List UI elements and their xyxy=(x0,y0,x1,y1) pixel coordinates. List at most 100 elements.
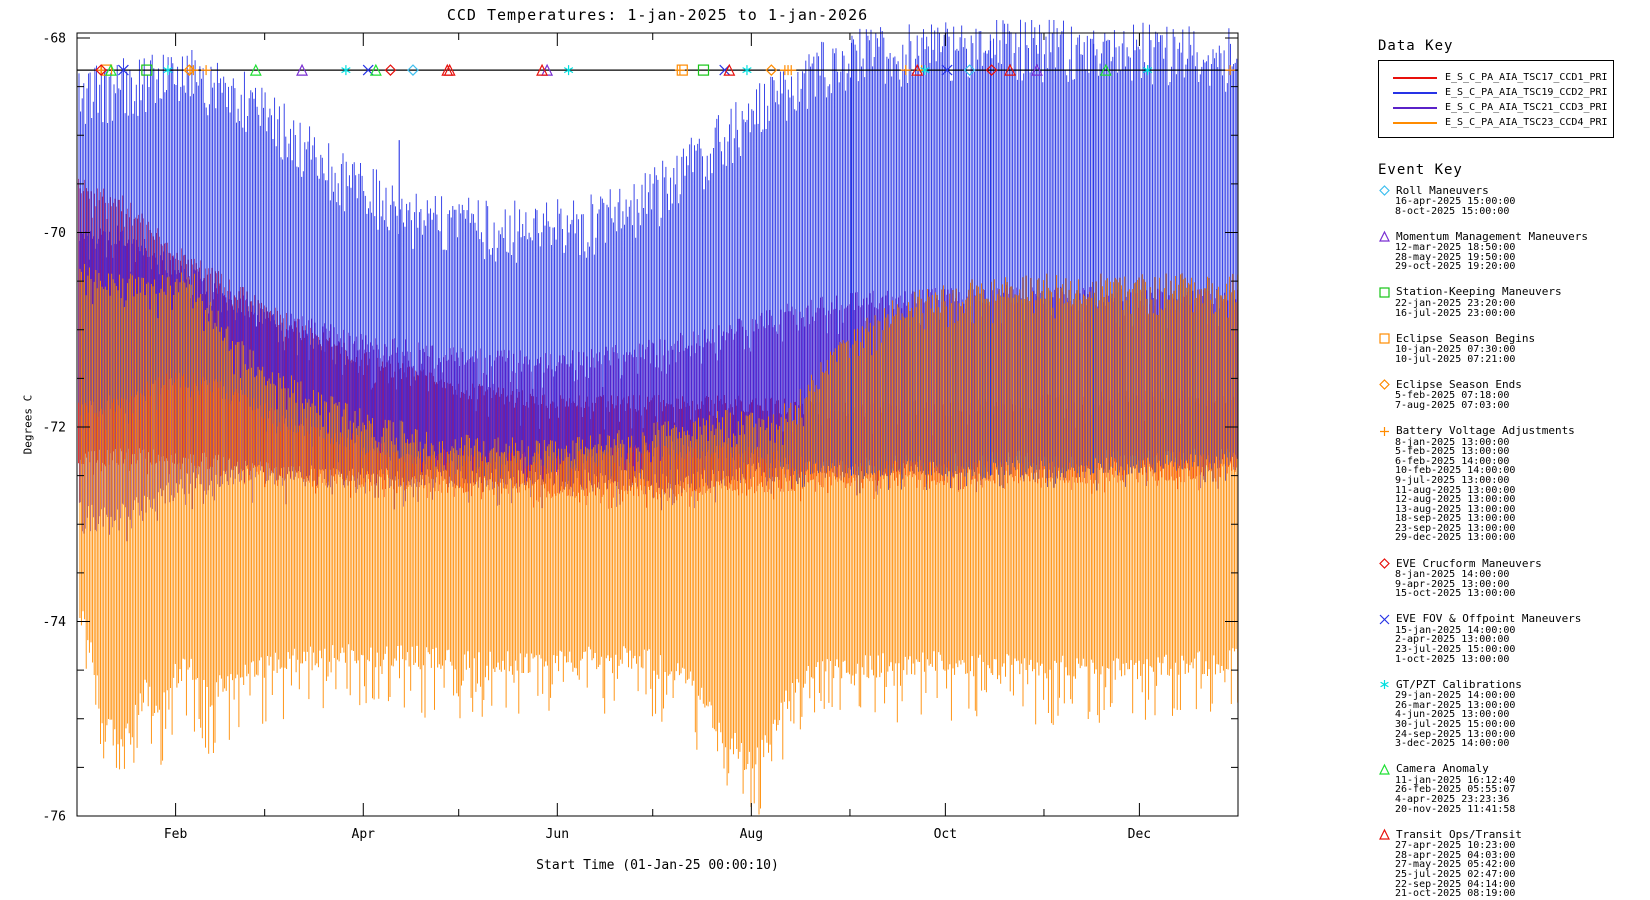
series-line-swatch xyxy=(1393,121,1437,124)
event-date: 22-sep-2025 04:14:00 xyxy=(1395,878,1516,890)
square-marker-icon xyxy=(697,64,710,76)
triangle-marker-icon xyxy=(1004,63,1017,76)
event-date: 11-aug-2025 13:00:00 xyxy=(1395,484,1516,496)
square-marker-icon xyxy=(141,64,153,76)
event-date: 1-oct-2025 13:00:00 xyxy=(1395,653,1510,665)
triangle-marker-icon xyxy=(1030,63,1043,76)
chart-title: CCD Temperatures: 1-jan-2025 to 1-jan-20… xyxy=(446,6,869,24)
square-icon xyxy=(1379,287,1390,298)
event-key-item: Eclipse Season Begins 10-jan-2025 07:30:0… xyxy=(1378,332,1644,364)
y-tick-label: -72 xyxy=(43,421,66,436)
event-name: EVE FOV & Offpoint Maneuvers xyxy=(1396,612,1582,626)
event-date: 26-mar-2025 13:00:00 xyxy=(1395,699,1516,711)
event-title-row: EVE FOV & Offpoint Maneuvers xyxy=(1378,613,1644,626)
x-icon xyxy=(1379,614,1390,625)
event-date: 4-apr-2025 23:23:36 xyxy=(1395,793,1510,805)
event-date: 15-jan-2025 14:00:00 xyxy=(1395,624,1516,636)
event-date: 29-oct-2025 19:20:00 xyxy=(1395,261,1516,273)
asterisk-marker-icon xyxy=(341,65,351,76)
x-tick-label: Feb xyxy=(164,827,188,842)
triangle-marker-icon xyxy=(1379,763,1390,775)
event-date: 16-jul-2025 23:00:00 xyxy=(1395,307,1516,319)
event-date: 2-apr-2025 13:00:00 xyxy=(1395,634,1510,646)
x-marker-icon xyxy=(1379,614,1390,625)
event-title-row: Camera Anomaly xyxy=(1378,763,1644,776)
event-date: 10-jul-2025 07:21:00 xyxy=(1395,353,1516,365)
event-name: Roll Maneuvers xyxy=(1396,183,1489,197)
event-key-heading: Event Key xyxy=(1378,162,1463,178)
event-date: 18-sep-2025 13:00:00 xyxy=(1395,513,1516,525)
event-date: 23-jul-2025 15:00:00 xyxy=(1395,644,1516,656)
event-date: 8-oct-2025 15:00:00 xyxy=(1395,205,1510,217)
triangle-marker-icon xyxy=(296,63,309,76)
event-key-item: Battery Voltage Adjustments 8-jan-2025 13… xyxy=(1378,425,1644,544)
x-tick-label: Oct xyxy=(934,827,957,842)
diamond-icon xyxy=(1379,185,1390,196)
event-date: 29-dec-2025 13:00:00 xyxy=(1395,532,1516,544)
asterisk-marker-icon xyxy=(1142,65,1153,76)
event-date: 27-apr-2025 10:23:00 xyxy=(1395,840,1516,852)
event-key-item: Momentum Management Maneuvers 12-mar-2025… xyxy=(1378,230,1644,272)
event-date: 22-jan-2025 23:20:00 xyxy=(1395,297,1516,309)
event-date: 4-jun-2025 13:00:00 xyxy=(1395,709,1510,721)
diamond-marker-icon xyxy=(384,64,397,76)
x-tick-label: Aug xyxy=(740,827,763,842)
asterisk-marker-icon xyxy=(1380,680,1389,690)
diamond-marker-icon xyxy=(1379,185,1390,196)
triangle-marker-icon xyxy=(723,63,736,76)
triangle-marker-icon xyxy=(911,63,924,76)
event-date: 30-jul-2025 15:00:00 xyxy=(1395,719,1516,730)
diamond-icon xyxy=(1379,558,1390,569)
event-date: 9-jul-2025 13:00:00 xyxy=(1395,474,1510,486)
series-label: E_S_C_PA_AIA_TSC17_CCD1_PRI xyxy=(1445,72,1608,83)
diamond-marker-icon xyxy=(183,64,196,76)
y-tick-label: -68 xyxy=(43,32,66,47)
event-date: 21-oct-2025 08:19:00 xyxy=(1395,888,1516,900)
plus-marker-icon xyxy=(1380,426,1389,436)
event-title-row: Station-Keeping Maneuvers xyxy=(1378,286,1644,299)
event-title-row: GT/PZT Calibrations xyxy=(1378,678,1644,691)
series-label: E_S_C_PA_AIA_TSC21_CCD3_PRI xyxy=(1445,102,1608,113)
event-title-row: EVE Crucform Maneuvers xyxy=(1378,557,1644,570)
data-key-row: E_S_C_PA_AIA_TSC23_CCD4_PRI xyxy=(1379,116,1613,129)
asterisk-icon xyxy=(1380,680,1389,690)
event-key-item: GT/PZT Calibrations 29-jan-2025 14:00:00 2… xyxy=(1378,678,1644,749)
diamond-icon xyxy=(1379,379,1390,391)
plot-border xyxy=(76,32,1239,817)
event-date: 13-aug-2025 13:00:00 xyxy=(1395,503,1516,515)
square-marker-icon xyxy=(1379,333,1390,344)
plus-marker-icon xyxy=(900,65,911,76)
plus-marker-icon xyxy=(188,65,199,76)
event-date: 28-apr-2025 04:03:00 xyxy=(1395,849,1516,861)
x-tick-label: Dec xyxy=(1128,827,1151,842)
event-date-list: 8-jan-2025 13:00:00 5-feb-2025 13:00:00 6-… xyxy=(1395,437,1644,544)
triangle-marker-icon xyxy=(443,63,456,76)
event-name: Eclipse Season Begins xyxy=(1396,331,1536,345)
data-key-box: E_S_C_PA_AIA_TSC17_CCD1_PRI E_S_C_PA_AIA_… xyxy=(1378,60,1614,138)
event-date-list: 11-jan-2025 16:12:40 26-feb-2025 05:55:07… xyxy=(1395,775,1644,814)
diamond-marker-icon xyxy=(407,64,419,76)
asterisk-marker-icon xyxy=(563,65,574,76)
plus-icon xyxy=(1380,426,1389,436)
event-date: 3-dec-2025 14:00:00 xyxy=(1395,738,1510,750)
diamond-marker-icon xyxy=(765,64,778,76)
event-date: 26-feb-2025 05:55:07 xyxy=(1395,784,1516,796)
event-date-list: 12-mar-2025 18:50:00 28-may-2025 19:50:00… xyxy=(1395,243,1644,272)
triangle-marker-icon xyxy=(369,63,382,76)
event-date-list: 15-jan-2025 14:00:00 2-apr-2025 13:00:00 2… xyxy=(1395,626,1644,664)
event-date: 12-mar-2025 18:50:00 xyxy=(1395,242,1516,254)
x-tick-label: Jun xyxy=(546,827,569,842)
asterisk-marker-icon xyxy=(742,65,752,76)
x-tick-label: Apr xyxy=(352,827,376,842)
x-axis-label: Start Time (01-Jan-25 00:00:10) xyxy=(536,858,779,873)
event-key-item: EVE Crucform Maneuvers 8-jan-2025 14:00:0… xyxy=(1378,557,1644,599)
diamond-marker-icon xyxy=(95,64,107,76)
square-icon xyxy=(1379,333,1390,344)
event-date: 7-aug-2025 07:03:00 xyxy=(1395,399,1510,411)
triangle-icon xyxy=(1379,828,1390,840)
event-title-row: Transit Ops/Transit xyxy=(1378,828,1644,841)
event-date-list: 16-apr-2025 15:00:00 8-oct-2025 15:00:00 xyxy=(1395,197,1644,216)
event-date-list: 29-jan-2025 14:00:00 26-mar-2025 13:00:00… xyxy=(1395,691,1644,749)
event-date: 12-aug-2025 13:00:00 xyxy=(1395,494,1516,506)
